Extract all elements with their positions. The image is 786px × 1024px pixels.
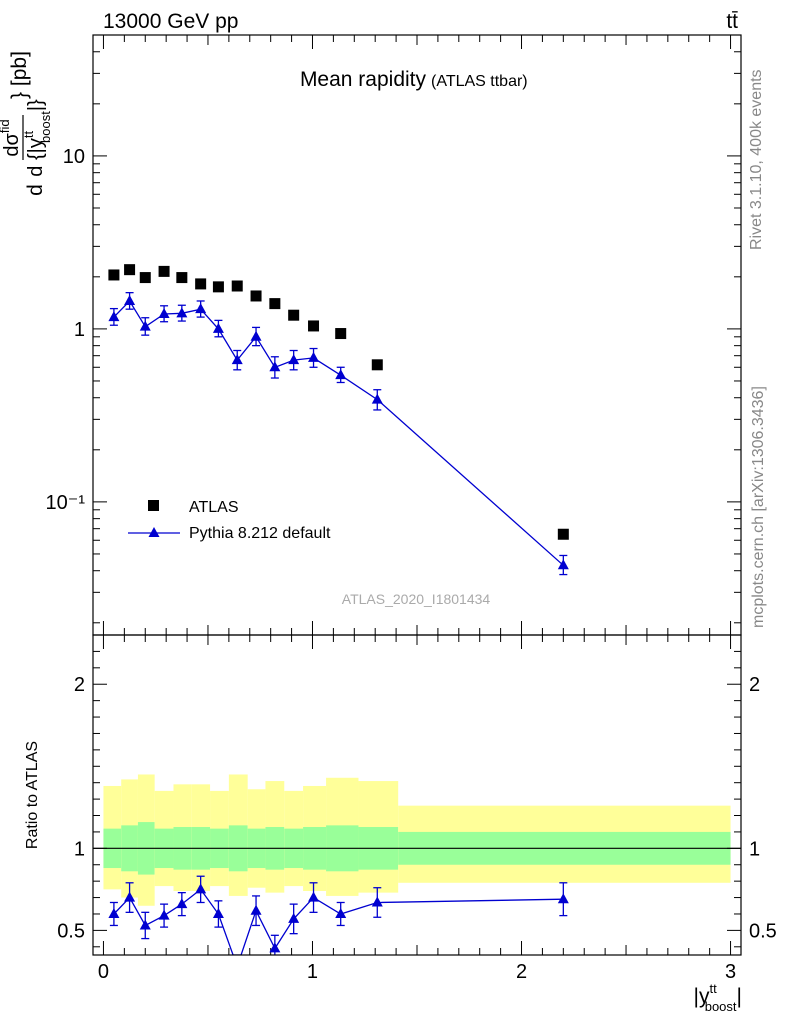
main-series-layer: [108, 264, 569, 576]
atlas-point: [250, 290, 262, 302]
ratio-pythia-point: [108, 907, 120, 918]
pythia-point: [308, 351, 320, 362]
y-tick-label: 10: [63, 146, 85, 168]
pythia-point: [335, 369, 347, 380]
legend-pythia-label: Pythia 8.212 default: [189, 525, 331, 542]
atlas-point: [335, 328, 347, 340]
watermark: ATLAS_2020_I1801434: [342, 591, 491, 607]
atlas-point: [231, 280, 243, 292]
pythia-point: [250, 330, 262, 341]
ratio-y-axis-label: Ratio to ATLAS: [24, 741, 41, 849]
chart-subtitle: (ATLAS ttbar): [431, 73, 528, 90]
atlas-point: [108, 269, 120, 281]
ratio-frame: [92, 634, 742, 956]
ratio-y-tick-label: 0.5: [57, 920, 85, 942]
legend: ATLAS Pythia 8.212 default: [128, 499, 331, 542]
atlas-point: [269, 298, 281, 310]
legend-atlas-label: ATLAS: [189, 499, 239, 516]
pythia-point: [269, 361, 281, 372]
atlas-point: [158, 265, 170, 277]
pythia-point: [371, 393, 383, 404]
pythia-point: [158, 307, 170, 318]
ratio-y-tick-label: 2: [74, 674, 85, 696]
process-label: tt̄: [726, 10, 738, 33]
x-tick-label: 1: [307, 961, 318, 983]
ratio-pythia-line: [113, 888, 564, 955]
x-tick-label: 2: [516, 961, 527, 983]
ratio-pythia-point: [557, 893, 569, 904]
ratio-pythia-point: [158, 909, 170, 920]
ratio-bands: [103, 774, 731, 906]
main-y-ticks: [93, 34, 741, 635]
atlas-point: [212, 281, 224, 293]
ratio-y-tick-label-right: 2: [749, 674, 760, 696]
main-y-tick-labels: 10 1 10⁻¹: [46, 146, 86, 514]
atlas-point: [176, 272, 188, 284]
ratio-pythia-point: [195, 883, 207, 894]
x-tick-label: 0: [98, 961, 109, 983]
atlas-point: [557, 528, 569, 540]
atlas-point: [195, 278, 207, 290]
y-label-denominator: d {|ytt boost|}: [21, 99, 53, 177]
legend-atlas-marker: [148, 500, 159, 511]
ratio-pythia-point: [250, 904, 262, 915]
pythia-point: [195, 303, 207, 314]
ratio-tick-labels: 0.5 0.5 1 1 2 2: [57, 674, 777, 942]
ratio-pythia-point: [335, 907, 347, 918]
ratio-pythia-point: [212, 907, 224, 918]
pythia-line: [113, 299, 564, 566]
y-tick-label: 10⁻¹: [46, 492, 86, 514]
ratio-ticks: [93, 635, 741, 955]
energy-label: 13000 GeV pp: [103, 10, 238, 33]
y-tick-label: 1: [74, 319, 85, 341]
x-tick-labels: 0 1 2 3: [98, 961, 736, 983]
source-label: mcplots.cern.ch [arXiv:1306.3436]: [750, 386, 767, 628]
pythia-point: [124, 294, 136, 305]
y-label-d: d: [24, 184, 47, 196]
ratio-y-tick-label-right: 0.5: [749, 920, 777, 942]
y-label-unit: } [pb]: [8, 51, 31, 99]
ratio-pythia-point: [139, 919, 151, 930]
pythia-point: [231, 354, 243, 365]
main-frame: [92, 34, 742, 636]
ratio-panel: 0.5 0.5 1 1 2 2 Ratio to ATLAS 0 1 2 3 |ytt boost…: [24, 634, 777, 1014]
y-label-numerator: dσfid: [0, 119, 23, 156]
pythia-point: [139, 320, 151, 331]
ratio-pythia-point: [176, 898, 188, 909]
x-axis-label: |ytt boost|: [694, 981, 742, 1014]
ratio-pythia-point: [124, 891, 136, 902]
ratio-y-tick-label-right: 1: [749, 838, 760, 860]
atlas-point: [371, 359, 383, 371]
pythia-point: [108, 311, 120, 322]
pythia-point: [212, 322, 224, 333]
pythia-point: [557, 559, 569, 570]
chart-title: Mean rapidity: [300, 68, 427, 91]
ratio-series-layer: [108, 875, 569, 970]
main-panel: Mean rapidity (ATLAS ttbar) ATLAS_2020_I…: [0, 34, 742, 636]
ratio-pythia-point: [232, 960, 243, 970]
ratio-pythia-point: [308, 891, 320, 902]
ratio-y-tick-label: 1: [74, 838, 85, 860]
ratio-pythia-point: [288, 912, 300, 923]
atlas-point: [308, 320, 320, 332]
rivet-label: Rivet 3.1.10, 400k events: [748, 69, 765, 250]
atlas-point: [139, 272, 151, 284]
main-y-axis-label: d dσfid d {|ytt boost|} } [pb]: [0, 51, 53, 196]
pythia-point: [176, 307, 188, 318]
x-tick-label: 3: [725, 961, 736, 983]
pythia-point: [288, 354, 300, 365]
atlas-point: [124, 264, 136, 276]
legend-pythia-marker: [148, 527, 160, 537]
atlas-point: [288, 309, 300, 321]
ratio-pythia-point: [371, 896, 383, 907]
ratio-pythia-point: [269, 942, 281, 953]
